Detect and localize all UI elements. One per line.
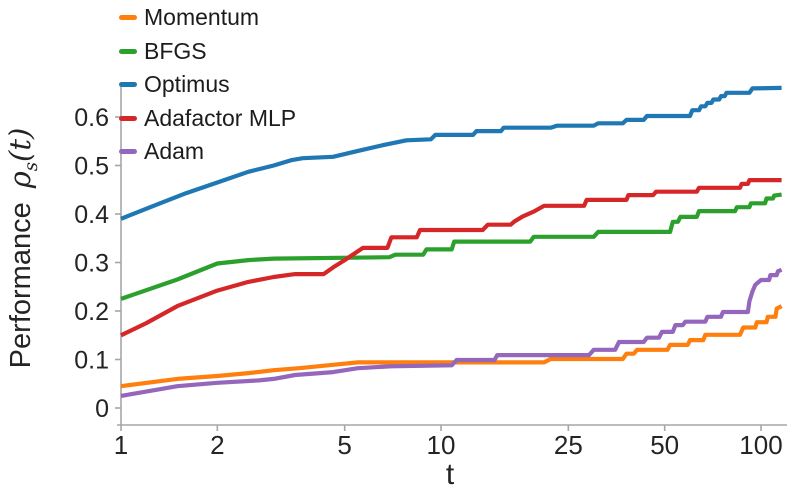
y-tick-label: 0.3	[74, 250, 109, 278]
x-tick-label: 10	[427, 430, 456, 460]
x-tick-label: 2	[210, 430, 224, 460]
x-axis-label: t	[445, 458, 455, 491]
legend-swatch-bfgs	[119, 48, 137, 54]
legend-label: Adafactor MLP	[144, 104, 297, 131]
series-line-adam	[120, 267, 783, 398]
series-line-adafactor-mlp	[120, 178, 782, 338]
legend-item-momentum: Momentum	[119, 1, 296, 35]
legend-item-adam: Adam	[119, 135, 296, 169]
legend-label: Optimus	[144, 71, 230, 98]
y-tick-label: 0.6	[74, 104, 109, 132]
legend-item-optimus: Optimus	[119, 68, 296, 102]
legend-swatch-momentum	[119, 15, 137, 21]
legend-label: BFGS	[144, 37, 207, 64]
x-tick-label: 50	[650, 430, 679, 460]
legend-label: Momentum	[144, 4, 260, 31]
legend-item-adafactor-mlp: Adafactor MLP	[119, 102, 296, 136]
series-line-momentum	[120, 304, 783, 389]
legend-item-bfgs: BFGS	[119, 35, 296, 69]
y-axis-label-math: ρs(t)	[3, 127, 42, 189]
x-tick-label: 100	[739, 430, 782, 460]
y-tick-label: 0.1	[74, 347, 109, 375]
y-axis-label: Performance ρs(t)	[0, 38, 42, 458]
legend-swatch-adam	[119, 149, 137, 155]
series-line-bfgs	[120, 192, 782, 301]
x-tick-label: 1	[114, 430, 128, 460]
series-line-optimus	[120, 85, 782, 221]
y-axis-label-text: Performance	[5, 202, 37, 369]
legend: Momentum BFGS Optimus Adafactor MLP Adam	[119, 1, 296, 169]
legend-swatch-adafactor-mlp	[119, 115, 137, 121]
y-tick-label: 0.2	[74, 298, 109, 326]
legend-label: Adam	[144, 138, 205, 165]
x-tick-label: 5	[337, 430, 351, 460]
x-tick-label: 25	[554, 430, 583, 460]
y-tick-label: 0.5	[74, 153, 109, 181]
legend-swatch-optimus	[119, 82, 137, 88]
y-tick-label: 0.4	[74, 201, 109, 229]
y-tick-label: 0	[95, 395, 109, 423]
